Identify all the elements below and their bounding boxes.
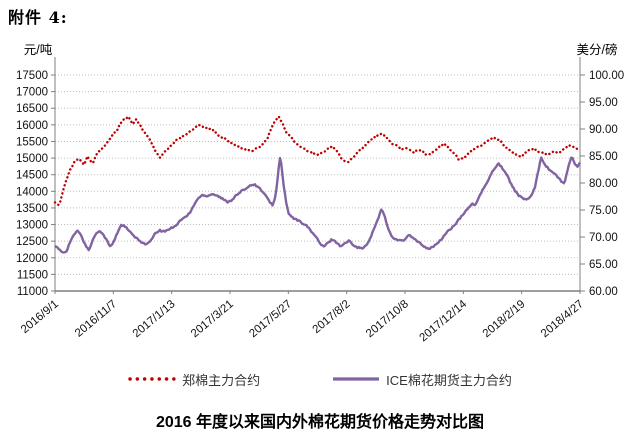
left-axis-tick-label: 17000 xyxy=(16,87,48,99)
right-axis-tick-label: 80.00 xyxy=(589,178,618,190)
series-ice-cotton xyxy=(54,156,582,254)
left-axis-tick-label: 15000 xyxy=(16,153,48,165)
legend-label-ice-cotton: ICE棉花期货主力合约 xyxy=(386,372,512,388)
right-axis-tick-label: 95.00 xyxy=(589,97,618,109)
right-axis-tick-label: 70.00 xyxy=(589,232,618,244)
left-axis-tick-label: 13500 xyxy=(16,203,48,215)
x-axis-tick-label: 2017/1/13 xyxy=(131,298,178,340)
x-axis-tick-label: 2017/10/8 xyxy=(364,298,411,340)
series-zheng-cotton xyxy=(53,114,582,207)
price-comparison-chart: 元/吨 美分/磅 1750017000165001600015500150001… xyxy=(16,42,624,344)
left-axis-tick-label: 12500 xyxy=(16,236,48,248)
x-axis-tick-label: 2017/8/2 xyxy=(311,298,353,336)
legend: 郑棉主力合约 ICE棉花期货主力合约 xyxy=(0,366,640,392)
red-dotted-line-sample xyxy=(128,377,176,381)
left-axis-tick-label: 14000 xyxy=(16,186,48,198)
right-axis-tick-label: 100.00 xyxy=(589,70,624,82)
right-axis-tick-label: 65.00 xyxy=(589,259,618,271)
x-axis-tick-label: 2018/4/27 xyxy=(539,298,586,340)
left-axis-tick-label: 14500 xyxy=(16,170,48,182)
right-axis-unit-label: 美分/磅 xyxy=(577,42,618,57)
legend-item-zheng-cotton: 郑棉主力合约 xyxy=(128,370,260,389)
right-axis-tick-label: 90.00 xyxy=(589,124,618,136)
left-axis-tick-label: 11500 xyxy=(17,269,48,281)
left-axis-tick-label: 16000 xyxy=(16,120,48,132)
grid-layer xyxy=(55,74,580,275)
x-axis-tick-label: 2017/3/21 xyxy=(189,298,236,340)
x-axis-tick-label: 2017/12/14 xyxy=(417,298,469,345)
left-axis-tick-label: 16500 xyxy=(16,103,48,115)
axis-layer: 17500 17000 16500 16000 15500 15000 14500 14000… xyxy=(16,57,624,344)
legend-label-zheng-cotton: 郑棉主力合约 xyxy=(182,372,261,388)
attachment-label: 附件 4: xyxy=(8,8,68,27)
left-axis-tick-label: 15500 xyxy=(16,136,48,148)
x-axis-tick-label: 2018/2/19 xyxy=(481,298,528,340)
right-axis-tick-label: 60.00 xyxy=(589,286,618,298)
left-axis-tick-label: 12000 xyxy=(16,253,48,265)
left-axis-unit-label: 元/吨 xyxy=(24,43,53,57)
series-layer xyxy=(53,114,582,254)
right-axis-tick-label: 85.00 xyxy=(589,151,618,163)
x-axis-tick-label: 2017/5/27 xyxy=(247,298,294,340)
x-axis-tick-label: 2016/9/1 xyxy=(19,298,61,336)
left-axis-tick-label: 17500 xyxy=(16,70,48,82)
left-axis-tick-label: 13000 xyxy=(16,220,48,232)
x-axis-tick-label: 2016/11/7 xyxy=(73,298,119,340)
left-axis-tick-label: 11000 xyxy=(17,286,48,298)
purple-solid-line-sample xyxy=(333,377,380,381)
legend-item-ice-cotton: ICE棉花期货主力合约 xyxy=(332,370,512,389)
right-axis-tick-label: 75.00 xyxy=(589,205,618,217)
chart-title: 2016 年度以来国内外棉花期货价格走势对比图 xyxy=(155,414,485,431)
